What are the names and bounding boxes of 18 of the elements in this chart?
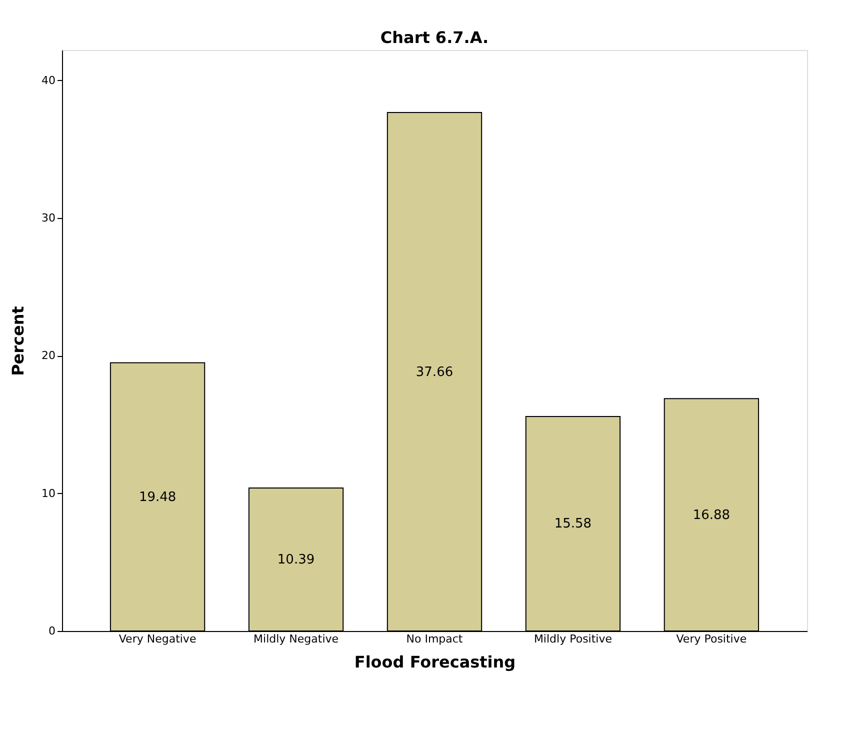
y-tick-label: 30: [42, 211, 56, 224]
x-axis-title: Flood Forecasting: [354, 652, 516, 672]
data-label: 15.58: [554, 516, 592, 532]
data-label: 37.66: [416, 364, 454, 380]
x-tick-label: Mildly Positive: [534, 632, 612, 646]
y-tick-label: 10: [42, 486, 56, 500]
x-tick-label: Mildly Negative: [254, 632, 339, 646]
y-tick-label: 0: [48, 624, 56, 638]
data-label: 16.88: [692, 508, 730, 523]
y-tick-label: 40: [42, 74, 56, 87]
y-tick-label: 20: [42, 349, 56, 362]
chart-title: Chart 6.7.A.: [380, 28, 489, 47]
data-label: 19.48: [138, 490, 176, 505]
data-label: 10.39: [277, 552, 315, 568]
x-tick-label: No Impact: [406, 632, 464, 646]
x-tick-label: Very Positive: [676, 632, 747, 646]
y-axis-title: Percent: [8, 306, 28, 376]
x-tick-label: Very Negative: [118, 632, 196, 646]
